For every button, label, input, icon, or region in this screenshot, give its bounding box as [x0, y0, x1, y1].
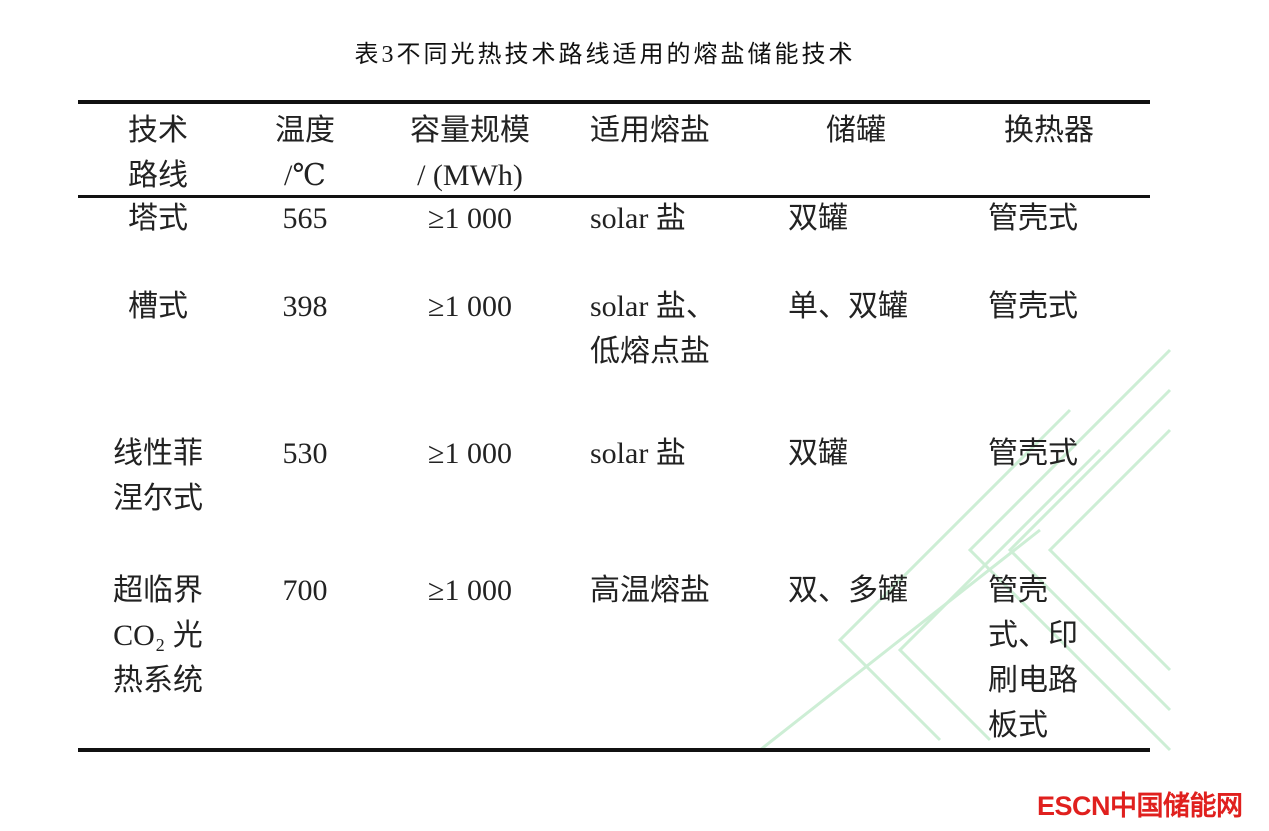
- cell-line: 高温熔盐: [590, 574, 710, 607]
- cell-line: 700: [282, 574, 328, 607]
- cell-line: ≥1 000: [428, 290, 512, 323]
- cell-route: 塔式: [88, 196, 228, 241]
- cell-capacity: ≥1 000: [390, 196, 550, 241]
- cell-salt: solar 盐、 低熔点盐: [590, 284, 716, 374]
- cell-line: 刷电路: [988, 664, 1078, 697]
- cell-temperature: 700: [250, 568, 360, 613]
- cell-line: 管壳: [988, 574, 1048, 607]
- cell-line: solar 盐: [590, 437, 686, 470]
- cell-route: 超临界 CO₂ 光热系统: [88, 568, 228, 703]
- header-line: 储罐: [826, 114, 886, 147]
- cell-temperature: 530: [250, 431, 360, 476]
- cell-salt: solar 盐: [590, 196, 686, 241]
- cell-line: 管壳式: [988, 437, 1078, 470]
- header-line: 路线: [128, 159, 188, 192]
- cell-line: 398: [282, 290, 328, 323]
- cell-line: CO₂ 光: [113, 619, 203, 652]
- cell-line: 565: [282, 202, 328, 235]
- cell-line: ≥1 000: [428, 437, 512, 470]
- header-line: /℃: [284, 159, 326, 192]
- cell-line: 管壳式: [988, 202, 1078, 235]
- cell-line: 槽式: [128, 290, 188, 323]
- header-line: 技术: [128, 114, 188, 147]
- header-line: 适用熔盐: [590, 114, 710, 147]
- header-salt: 适用熔盐: [590, 108, 710, 153]
- cell-line: 涅尔式: [113, 482, 203, 515]
- watermark-pattern: [759, 348, 1172, 752]
- cell-exchanger: 管壳式: [988, 196, 1078, 241]
- header-tank: 储罐: [826, 108, 886, 153]
- cell-line: solar 盐、: [590, 290, 716, 323]
- table-header-rule: [78, 195, 1150, 198]
- cell-capacity: ≥1 000: [390, 284, 550, 329]
- cell-line: ≥1 000: [428, 202, 512, 235]
- cell-line: 线性菲: [113, 437, 203, 470]
- escn-logo: ESCN中国储能网: [1037, 791, 1243, 821]
- header-line: 容量规模: [410, 114, 530, 147]
- cell-route: 线性菲 涅尔式: [88, 431, 228, 521]
- cell-salt: solar 盐: [590, 431, 686, 476]
- cell-capacity: ≥1 000: [390, 431, 550, 476]
- cell-tank: 双、多罐: [788, 568, 908, 613]
- cell-exchanger: 管壳式: [988, 284, 1078, 329]
- cell-tank: 双罐: [788, 431, 848, 476]
- cell-route: 槽式: [88, 284, 228, 329]
- cell-line: 双罐: [788, 202, 848, 235]
- header-exchanger: 换热器: [1004, 108, 1094, 153]
- cell-line: solar 盐: [590, 202, 686, 235]
- header-temperature: 温度 /℃: [250, 108, 360, 198]
- header-line: / (MWh): [417, 159, 523, 192]
- cell-tank: 双罐: [788, 196, 848, 241]
- cell-line: 板式: [988, 709, 1048, 742]
- cell-line: 管壳式: [988, 290, 1078, 323]
- cell-line: 单、双罐: [788, 290, 908, 323]
- cell-line: 双罐: [788, 437, 848, 470]
- cell-line: 超临界: [113, 574, 203, 607]
- cell-salt: 高温熔盐: [590, 568, 710, 613]
- cell-line: 530: [282, 437, 328, 470]
- cell-tank: 单、双罐: [788, 284, 908, 329]
- cell-exchanger: 管壳式: [988, 431, 1078, 476]
- cell-line: 式、印: [988, 619, 1078, 652]
- header-capacity: 容量规模 / (MWh): [390, 108, 550, 198]
- cell-exchanger: 管壳式、印刷电路板式: [988, 568, 1078, 748]
- cell-line: 低熔点盐: [590, 335, 710, 368]
- header-line: 换热器: [1004, 114, 1094, 147]
- cell-temperature: 565: [250, 196, 360, 241]
- table-bottom-rule: [78, 748, 1150, 752]
- cell-line: 热系统: [113, 664, 203, 697]
- header-line: 温度: [275, 114, 335, 147]
- table-top-rule: [78, 100, 1150, 104]
- header-route: 技术 路线: [88, 108, 228, 198]
- cell-capacity: ≥1 000: [390, 568, 550, 613]
- cell-line: 塔式: [128, 202, 188, 235]
- cell-line: ≥1 000: [428, 574, 512, 607]
- cell-line: 双、多罐: [788, 574, 908, 607]
- table-title: 表3不同光热技术路线适用的熔盐储能技术: [354, 42, 856, 68]
- cell-temperature: 398: [250, 284, 360, 329]
